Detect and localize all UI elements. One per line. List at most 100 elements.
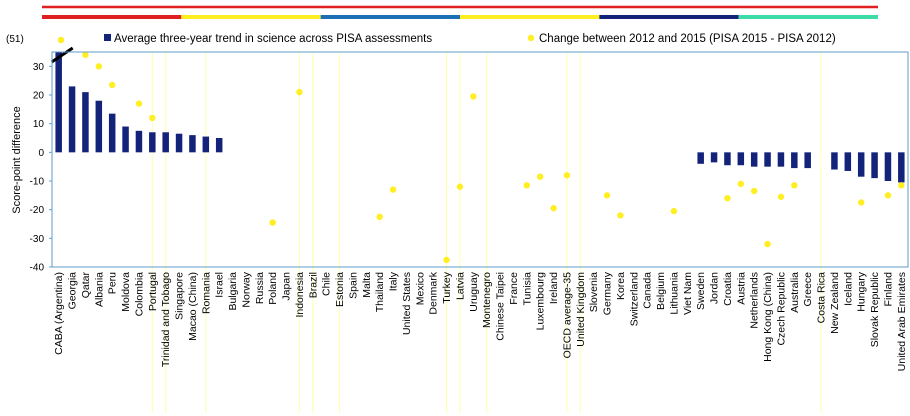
trend-bar <box>724 152 731 166</box>
group-strip-segment <box>599 15 739 19</box>
y-tick-label: 0 <box>38 148 44 159</box>
category-label: Trinidad and Tobago <box>160 272 172 367</box>
trend-bar <box>898 152 905 183</box>
category-label: Costa Rica <box>816 272 828 324</box>
category-label: United Arab Emirates <box>896 272 908 371</box>
group-strip-segment <box>181 15 321 19</box>
change-dot <box>857 199 865 206</box>
change-dot <box>791 182 798 189</box>
y-tick-label: 30 <box>33 62 45 73</box>
legend-dot-swatch <box>527 34 535 42</box>
change-dot <box>376 213 383 221</box>
trend-bar <box>750 152 758 167</box>
trend-bar <box>764 152 771 167</box>
group-strip-segment <box>738 15 878 19</box>
trend-bar <box>55 52 62 153</box>
category-label: Korea <box>615 272 627 300</box>
category-label: Poland <box>267 272 279 305</box>
trend-bar <box>791 152 798 169</box>
category-labels: CABA (Argentina) Georgia Qatar Albania Peru M… <box>53 271 908 371</box>
trend-bar <box>884 152 892 181</box>
change-dot <box>523 182 531 189</box>
trend-bar <box>95 100 103 153</box>
category-label: Mexico <box>414 272 426 305</box>
category-label: Japan <box>281 272 293 301</box>
y-tick-label: -10 <box>30 177 45 188</box>
category-label: Luxembourg <box>535 272 547 331</box>
trend-bar <box>189 135 196 153</box>
category-label: Croatia <box>722 272 734 306</box>
category-label: Netherlands <box>749 272 761 329</box>
category-label: Thailand <box>374 272 386 312</box>
group-strip-segment <box>460 15 600 19</box>
category-label: Belgium <box>655 272 667 310</box>
category-label: Malta <box>361 272 373 298</box>
category-label: Uruguay <box>468 271 480 311</box>
trend-bar <box>844 152 852 171</box>
legend-dot-label: Change between 2012 and 2015 (PISA 2015 … <box>539 33 836 45</box>
trend-bar <box>202 136 210 153</box>
category-label: Israel <box>214 272 226 298</box>
change-dot <box>95 63 103 70</box>
category-label: Hong Kong (China) <box>762 272 774 362</box>
category-label: Chinese Taipei <box>495 272 507 341</box>
category-label: Slovak Republic <box>869 272 881 347</box>
category-label: Albania <box>93 272 105 307</box>
trend-bar <box>108 113 116 153</box>
y-tick-label: -20 <box>30 205 45 216</box>
group-strip-segment <box>320 15 460 19</box>
category-label: Spain <box>347 272 359 299</box>
change-dot <box>149 114 156 122</box>
category-label: Tunisia <box>521 272 533 306</box>
y-axis-title: Score-point difference <box>11 106 23 213</box>
category-label: Norway <box>240 271 252 307</box>
trend-bar <box>831 152 838 170</box>
category-label: Canada <box>642 272 654 309</box>
y-tick-label: 20 <box>33 91 45 102</box>
category-label: Moldova <box>120 272 132 312</box>
category-label: Singapore <box>174 272 186 320</box>
category-label: Switzerland <box>628 272 640 326</box>
category-label: Estonia <box>334 272 346 307</box>
trend-bar <box>135 130 143 153</box>
change-dot <box>296 88 303 96</box>
category-label: Portugal <box>147 272 159 311</box>
category-label: Russia <box>254 272 266 304</box>
category-label: Qatar <box>80 272 92 299</box>
off-scale-value-label: (51) <box>6 34 24 45</box>
change-dot <box>670 207 678 215</box>
category-label: Germany <box>602 271 614 315</box>
category-label: Colombia <box>133 272 145 317</box>
category-label: Viet Nam <box>682 272 694 315</box>
trend-bar <box>68 86 76 153</box>
legend-bar-label: Average three-year trend in science acro… <box>114 33 432 45</box>
trend-bar <box>737 152 745 166</box>
change-dot <box>108 81 116 89</box>
change-dot <box>737 180 745 188</box>
category-label: Hungary <box>856 271 868 311</box>
change-dot <box>898 182 905 189</box>
category-label: Lithuania <box>668 272 680 315</box>
off-scale-dot <box>57 36 65 44</box>
category-label: Austria <box>735 272 747 305</box>
y-axis: 30 20 10 0 -10 -20 -30 -40 <box>30 62 52 274</box>
category-label: Australia <box>789 272 801 313</box>
category-label: Iceland <box>842 272 854 306</box>
category-label: France <box>508 272 520 305</box>
trend-bar <box>82 92 89 153</box>
change-dot <box>777 193 785 200</box>
category-label: New Zealand <box>829 272 841 334</box>
change-dot <box>82 51 89 59</box>
category-label: Turkey <box>441 271 453 303</box>
group-strip-segment <box>42 15 182 19</box>
category-label: Slovenia <box>588 272 600 312</box>
change-dot <box>536 173 544 180</box>
category-label: Peru <box>107 272 119 294</box>
change-dot <box>550 205 557 212</box>
change-dot <box>443 256 450 264</box>
trend-bar <box>710 152 718 163</box>
change-dot <box>135 100 143 107</box>
group-color-strip <box>42 15 878 19</box>
trend-bar <box>149 132 156 153</box>
